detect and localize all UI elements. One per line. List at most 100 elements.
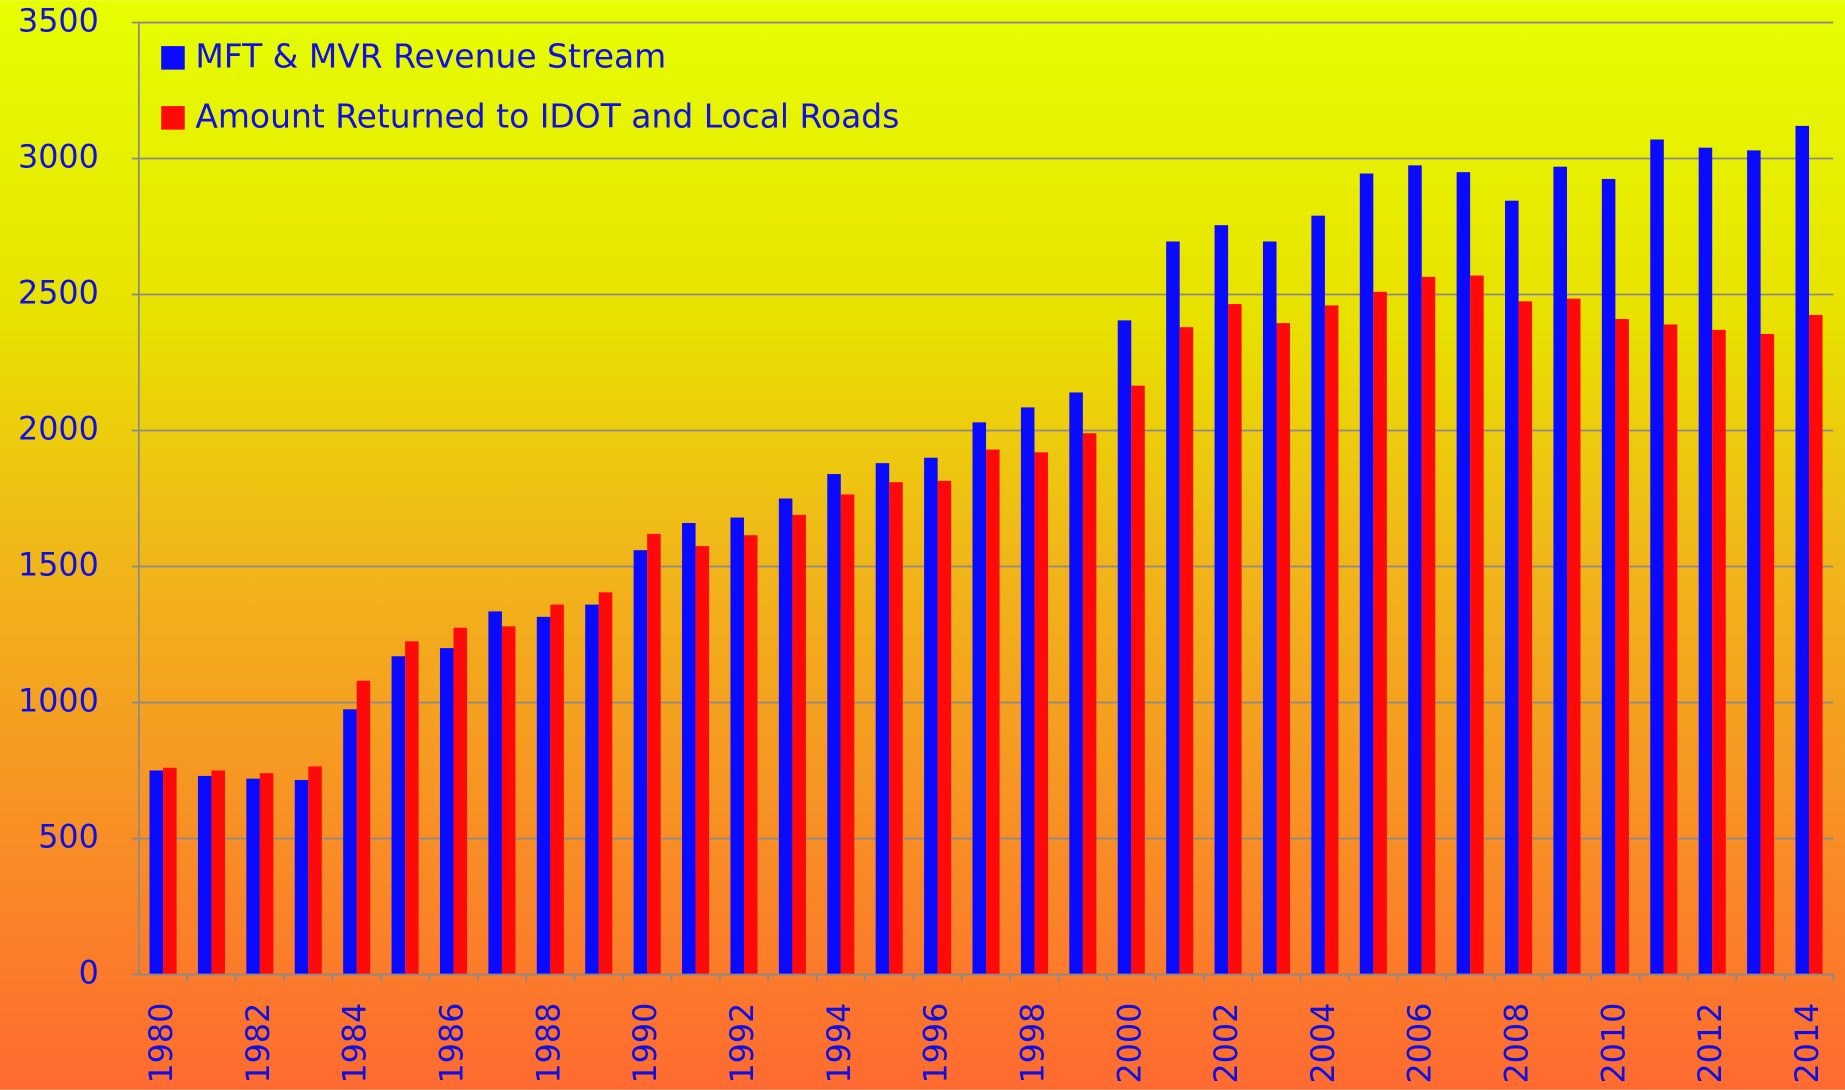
legend-swatch: [161, 46, 185, 70]
bar: [1712, 329, 1726, 975]
x-tick-label: 1988: [531, 1003, 567, 1084]
bar: [1663, 324, 1678, 975]
bar: [1214, 225, 1229, 975]
x-tick-label: 2014: [1790, 1003, 1826, 1084]
bar: [730, 517, 744, 975]
bar: [149, 770, 164, 975]
bar: [294, 780, 309, 975]
bar: [550, 604, 564, 975]
bar: [1601, 178, 1616, 975]
x-tick-label: 1994: [822, 1003, 858, 1084]
bar: [1615, 319, 1629, 975]
bar: [1505, 200, 1519, 975]
x-tick-label: 1998: [1015, 1003, 1051, 1084]
y-tick-label: 2000: [18, 412, 99, 448]
bar: [1131, 385, 1145, 975]
legend-label: Amount Returned to IDOT and Local Roads: [195, 96, 899, 135]
y-tick-label: 500: [38, 819, 99, 855]
bar: [937, 480, 952, 975]
bar: [889, 482, 903, 975]
bar: [1082, 433, 1097, 975]
bar: [695, 546, 710, 975]
bar: [1795, 125, 1810, 975]
bar: [633, 550, 648, 975]
bar: [1408, 165, 1422, 975]
bar: [743, 535, 758, 975]
bar: [585, 604, 599, 975]
bar: [1518, 301, 1533, 975]
x-tick-label: 1982: [241, 1003, 277, 1084]
bar: [972, 422, 987, 975]
bar: [1553, 166, 1567, 975]
bar: [163, 767, 177, 975]
bar: [1276, 323, 1291, 975]
x-tick-label: 1996: [919, 1003, 955, 1084]
x-tick-label: 1992: [725, 1003, 761, 1084]
bar: [1650, 139, 1664, 975]
bar: [1566, 298, 1581, 975]
legend-label: MFT & MVR Revenue Stream: [195, 36, 666, 75]
bar: [1262, 241, 1277, 975]
bar: [488, 611, 502, 975]
bar: [924, 457, 938, 975]
bar: [536, 616, 551, 975]
bar: [827, 474, 841, 975]
bar: [1760, 333, 1775, 975]
bar: [246, 778, 260, 975]
y-tick-label: 3500: [18, 4, 99, 40]
y-tick-label: 2500: [18, 276, 99, 312]
bar: [259, 773, 274, 975]
bar: [1324, 305, 1339, 975]
y-tick-label: 1500: [18, 548, 99, 584]
legend-swatch: [161, 106, 185, 130]
bar: [647, 533, 661, 975]
bar: [778, 498, 793, 975]
bar: [1421, 276, 1436, 975]
bar: [405, 641, 419, 975]
bar: [598, 592, 613, 975]
bar: [1228, 304, 1242, 975]
x-tick-label: 2004: [1306, 1003, 1342, 1084]
bar: [197, 775, 212, 975]
bar: [1069, 392, 1083, 975]
bar: [211, 770, 225, 975]
x-tick-label: 2012: [1693, 1003, 1729, 1084]
x-tick-label: 2010: [1596, 1003, 1632, 1084]
bar: [453, 627, 468, 975]
bar: [986, 449, 1000, 975]
bar: [501, 626, 516, 975]
bar: [308, 766, 322, 975]
bar: [1034, 452, 1048, 975]
bar: [1359, 173, 1374, 975]
bar: [1698, 147, 1713, 975]
x-tick-label: 2006: [1403, 1003, 1439, 1084]
x-tick-label: 2000: [1112, 1003, 1148, 1084]
x-tick-label: 1986: [435, 1003, 471, 1084]
x-tick-label: 1990: [628, 1003, 664, 1084]
bar: [439, 648, 454, 975]
bar: [1117, 320, 1132, 975]
y-tick-label: 0: [79, 955, 99, 991]
bar: [682, 522, 696, 975]
bar: [391, 656, 406, 975]
x-tick-label: 1980: [144, 1003, 180, 1084]
bar: [356, 680, 371, 975]
bar: [875, 463, 890, 975]
bar: [1020, 407, 1035, 975]
bar: [1179, 327, 1194, 975]
x-tick-label: 1984: [338, 1003, 374, 1084]
bar: [1311, 215, 1325, 975]
bar: [1456, 172, 1471, 975]
bar: [792, 514, 806, 975]
y-tick-label: 1000: [18, 684, 99, 720]
x-tick-label: 2008: [1500, 1003, 1536, 1084]
bar: [343, 709, 357, 975]
bar: [1809, 314, 1823, 975]
bar: [1373, 291, 1387, 975]
bar: [1166, 241, 1180, 975]
bar: [840, 494, 855, 975]
bar: [1747, 150, 1761, 975]
bar: [1470, 275, 1484, 975]
y-tick-label: 3000: [18, 140, 99, 176]
